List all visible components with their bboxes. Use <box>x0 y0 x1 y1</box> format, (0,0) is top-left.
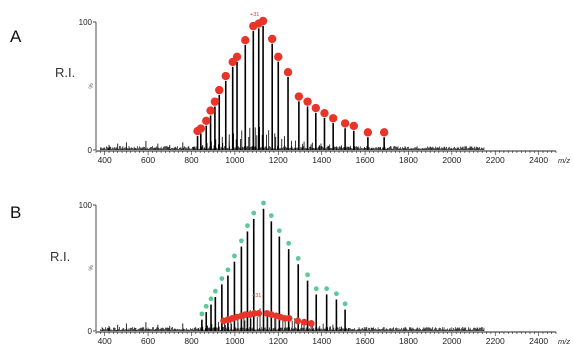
green-dot-marker <box>305 272 310 278</box>
y-axis-label: R.I. <box>55 65 75 80</box>
y-tick-label: 0 <box>88 327 93 336</box>
x-tick-label: 2400 <box>529 336 548 344</box>
x-tick-label: 2000 <box>442 336 461 344</box>
x-tick-label: 2000 <box>442 155 461 165</box>
red-circle-marker <box>196 124 206 133</box>
x-tick-label: 2200 <box>486 336 505 344</box>
x-tick-label: 1200 <box>269 336 288 344</box>
green-dot-marker <box>334 291 339 297</box>
y-tick-label: 0 <box>88 146 93 155</box>
panel-label: B <box>10 203 21 222</box>
red-circle-marker <box>340 119 350 128</box>
y-tick-label: 100 <box>79 201 93 210</box>
baseline-noise <box>99 141 485 150</box>
spectrum-panel-b: B R.I. 100% 0 400 600 800 1000 1200 1400 1600 1800 2… <box>10 200 570 344</box>
green-dot-marker <box>212 288 218 294</box>
red-circle-marker <box>379 128 389 137</box>
red-circle-marker <box>294 92 304 101</box>
red-circle-marker <box>285 315 293 322</box>
charge-annotation: +31 <box>252 293 261 299</box>
red-circle-marker <box>267 34 277 44</box>
green-dot-marker <box>324 286 330 292</box>
green-dot-marker <box>261 200 266 206</box>
x-tick-label: 1800 <box>399 155 418 165</box>
red-circle-marker <box>258 16 268 26</box>
series-markers-red <box>220 309 315 327</box>
green-dot-marker <box>238 238 244 244</box>
x-tick-label: 800 <box>184 155 198 165</box>
x-tick-label: 1400 <box>312 155 331 165</box>
red-circle-marker <box>328 114 338 123</box>
x-tick-label: 400 <box>98 336 112 344</box>
x-tick-label: 600 <box>141 336 155 344</box>
x-tick-label: 1400 <box>312 336 331 344</box>
green-dot-marker <box>208 296 214 302</box>
red-circle-marker <box>349 121 358 131</box>
green-dot-marker <box>268 213 274 219</box>
green-dot-marker <box>251 210 257 216</box>
red-circle-marker <box>241 311 249 319</box>
green-dot-marker <box>295 256 301 261</box>
red-circle-marker <box>300 318 308 326</box>
red-circle-marker <box>255 309 263 317</box>
green-dot-marker <box>276 228 282 234</box>
y-tick-label: 100 <box>79 18 93 27</box>
x-tick-label: 400 <box>98 155 112 165</box>
charge-annotation: +31 <box>250 12 259 18</box>
panel-label: A <box>10 27 22 46</box>
spectrum-panel-a: A R.I. 100% 0 400 600 800 1000 1200 1400 1600 1800 2… <box>10 12 570 165</box>
red-circle-marker <box>215 85 224 95</box>
red-circle-marker <box>210 97 220 106</box>
x-tick-label: 1000 <box>225 155 244 165</box>
red-circle-marker <box>320 108 329 118</box>
x-tick-label: 800 <box>184 336 198 344</box>
series-markers-red <box>193 16 389 137</box>
x-axis-unit: m/z <box>558 156 570 165</box>
red-circle-marker <box>202 116 211 126</box>
green-dot-marker <box>199 311 205 317</box>
green-dot-marker <box>232 253 237 259</box>
green-dot-marker <box>286 240 292 246</box>
x-tick-label: 600 <box>141 155 155 165</box>
green-dot-marker <box>313 286 319 292</box>
y-tick-label: % <box>89 83 95 89</box>
red-circle-marker <box>283 68 293 77</box>
green-dot-marker <box>219 276 225 281</box>
peak-sticks <box>193 25 389 150</box>
x-tick-label: 2400 <box>529 155 548 165</box>
red-circle-marker <box>274 52 283 62</box>
x-tick-label: 1000 <box>225 336 244 344</box>
y-tick-label: % <box>89 265 95 271</box>
red-circle-marker <box>221 71 230 81</box>
green-dot-marker <box>342 301 348 307</box>
red-circle-marker <box>311 103 321 113</box>
series-markers-green <box>199 200 348 317</box>
red-circle-marker <box>307 320 315 327</box>
green-dot-marker <box>225 267 231 273</box>
x-tick-label: 2200 <box>486 155 505 165</box>
x-tick-label: 1200 <box>269 155 288 165</box>
red-circle-marker <box>232 52 242 62</box>
red-circle-marker <box>363 128 373 137</box>
green-dot-marker <box>203 303 209 309</box>
x-tick-label: 1600 <box>356 155 375 165</box>
red-circle-marker <box>241 36 250 45</box>
red-circle-marker <box>294 317 302 325</box>
baseline-noise <box>99 322 485 331</box>
green-dot-marker <box>245 223 250 229</box>
red-circle-marker <box>206 106 215 115</box>
x-tick-label: 1800 <box>399 336 418 344</box>
y-axis-label: R.I. <box>50 249 70 264</box>
x-tick-label: 1600 <box>356 336 375 344</box>
red-circle-marker <box>303 97 312 106</box>
x-axis-unit: m/z <box>558 337 570 344</box>
